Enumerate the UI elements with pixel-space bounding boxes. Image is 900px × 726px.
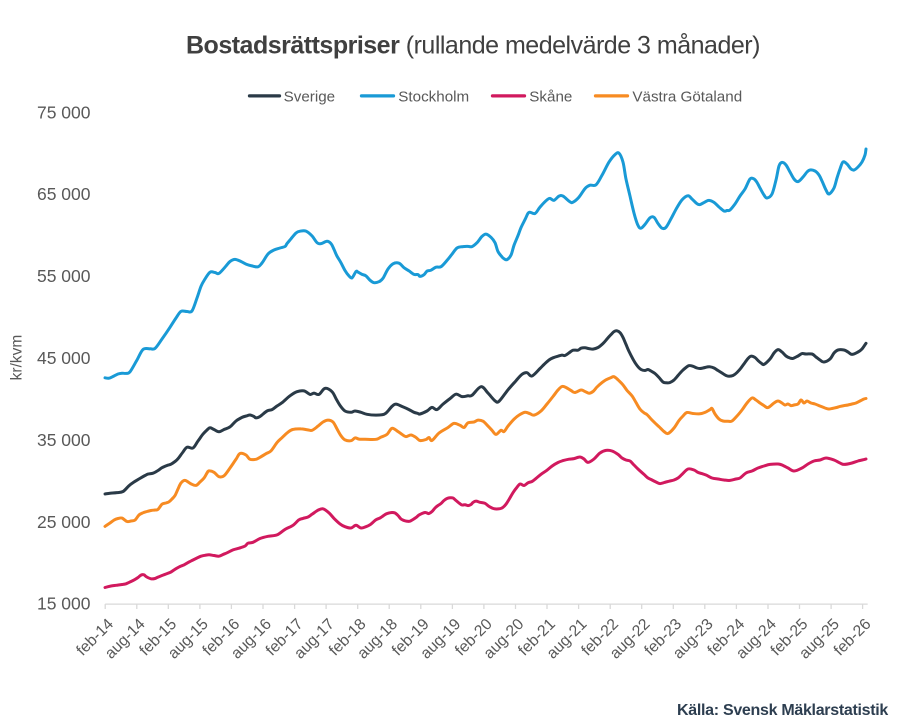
svg-text:55 000: 55 000 [37, 266, 91, 286]
svg-text:Västra Götaland: Västra Götaland [632, 89, 742, 106]
svg-text:15 000: 15 000 [37, 594, 91, 614]
svg-text:Källa: Svensk Mäklarstatistik: Källa: Svensk Mäklarstatistik [677, 702, 888, 719]
svg-text:Skåne: Skåne [529, 89, 572, 106]
svg-text:25 000: 25 000 [37, 512, 91, 532]
svg-text:35 000: 35 000 [37, 430, 91, 450]
svg-text:Sverige: Sverige [284, 89, 336, 106]
svg-text:Stockholm: Stockholm [398, 89, 469, 106]
svg-text:45 000: 45 000 [37, 348, 91, 368]
svg-text:kr/kvm: kr/kvm [9, 335, 26, 381]
svg-text:Bostadsrättspriser (rullande m: Bostadsrättspriser (rullande medelvärde … [186, 32, 760, 60]
svg-text:65 000: 65 000 [37, 184, 91, 204]
svg-text:75 000: 75 000 [37, 102, 91, 122]
